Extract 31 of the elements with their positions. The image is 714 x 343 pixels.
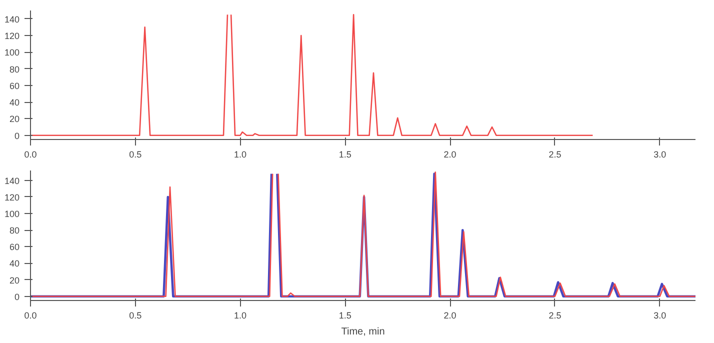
x-tick-label: 3.0 [654, 310, 666, 320]
y-tick-label: 100 [4, 48, 20, 58]
y-tick-label: 40 [9, 258, 20, 269]
x-tick-label: 0.0 [24, 310, 37, 320]
y-tick-label: 80 [9, 226, 20, 236]
x-tick-label: 2.5 [548, 150, 562, 160]
y-tick-label: 140 [4, 14, 20, 24]
y-tick-label: 120 [4, 192, 20, 202]
x-tick-label: 2.0 [444, 150, 456, 160]
x-tick-label: 1.0 [234, 310, 247, 320]
y-tick-label: 80 [9, 64, 20, 74]
y-tick-label: 0 [14, 292, 20, 302]
x-tick-label: 0.5 [129, 150, 142, 160]
x-tick-label: 1.5 [338, 150, 352, 160]
y-tick-label: 40 [9, 98, 20, 108]
y-tick-label: 60 [9, 80, 20, 91]
x-tick-label: 1.0 [234, 150, 247, 160]
x-tick-label: 2.5 [548, 310, 562, 320]
x-tick-label: 0.5 [129, 310, 142, 320]
x-tick-label: 0.0 [24, 150, 37, 160]
x-tick-label: 3.0 [654, 150, 666, 160]
y-tick-label: 0 [14, 130, 20, 141]
y-tick-label: 20 [9, 275, 20, 286]
x-axis-title: Time, min [341, 326, 385, 338]
x-tick-label: 2.0 [444, 310, 456, 320]
y-tick-label: 60 [9, 242, 20, 252]
y-tick-label: 120 [4, 30, 20, 41]
y-tick-label: 20 [9, 114, 20, 124]
x-tick-label: 1.5 [338, 310, 352, 320]
y-tick-label: 140 [4, 176, 20, 186]
y-tick-label: 100 [4, 209, 20, 220]
